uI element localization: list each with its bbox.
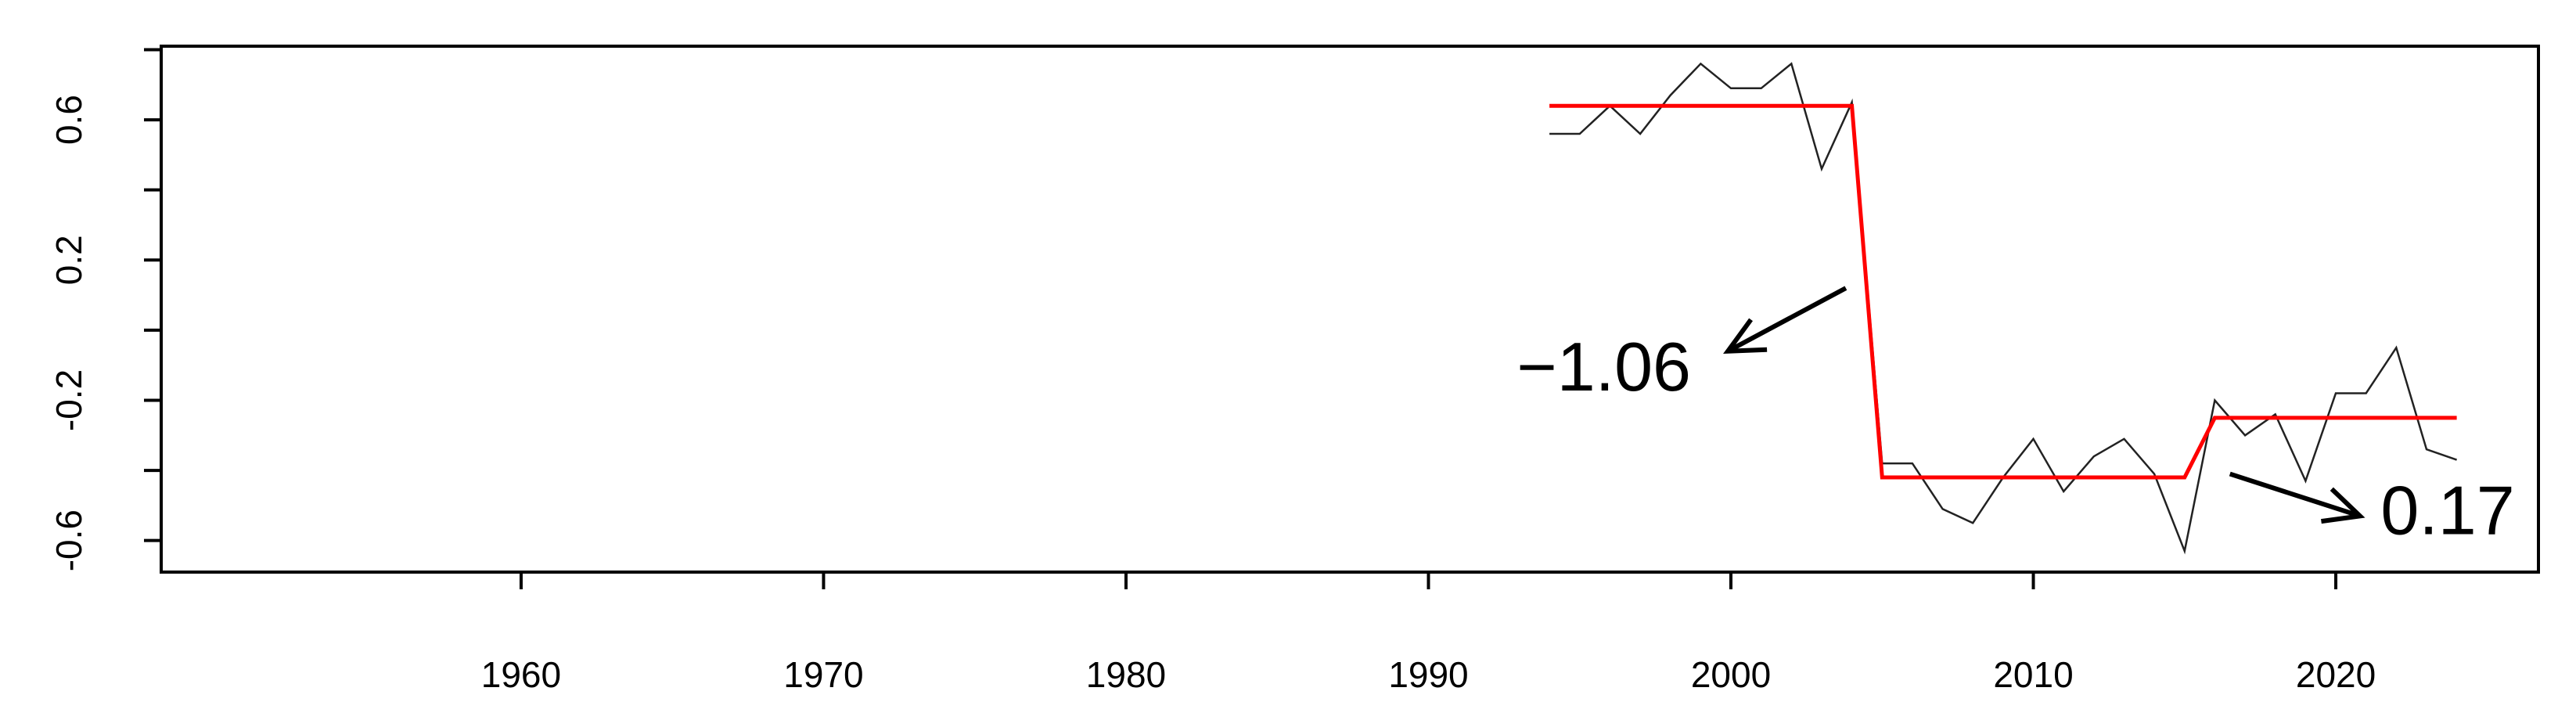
y-tick-label: 0.2 — [49, 235, 89, 285]
x-tick-label: 1970 — [783, 654, 863, 695]
x-tick-label: 1990 — [1388, 654, 1468, 695]
annotation-arrow — [1726, 286, 1847, 354]
x-tick-label: 1960 — [481, 654, 561, 695]
annotation-arrowhead — [2321, 487, 2366, 524]
annotation-arrowhead — [1723, 318, 1768, 355]
series-line — [1549, 103, 2457, 480]
annotation: 0.17 — [2380, 472, 2514, 549]
x-tick-label: 2000 — [1691, 654, 1771, 695]
x-tick-label: 2020 — [2296, 654, 2376, 695]
y-tick-label: 0.6 — [49, 95, 89, 145]
annotation-arrow — [2229, 471, 2361, 519]
annotation: −1.06 — [1516, 328, 1691, 405]
plot-frame — [160, 45, 2540, 574]
y-tick-label: -0.2 — [49, 369, 89, 431]
x-tick-label: 1980 — [1086, 654, 1166, 695]
y-tick-label: -0.6 — [49, 509, 89, 571]
x-tick-label: 2010 — [1993, 654, 2073, 695]
